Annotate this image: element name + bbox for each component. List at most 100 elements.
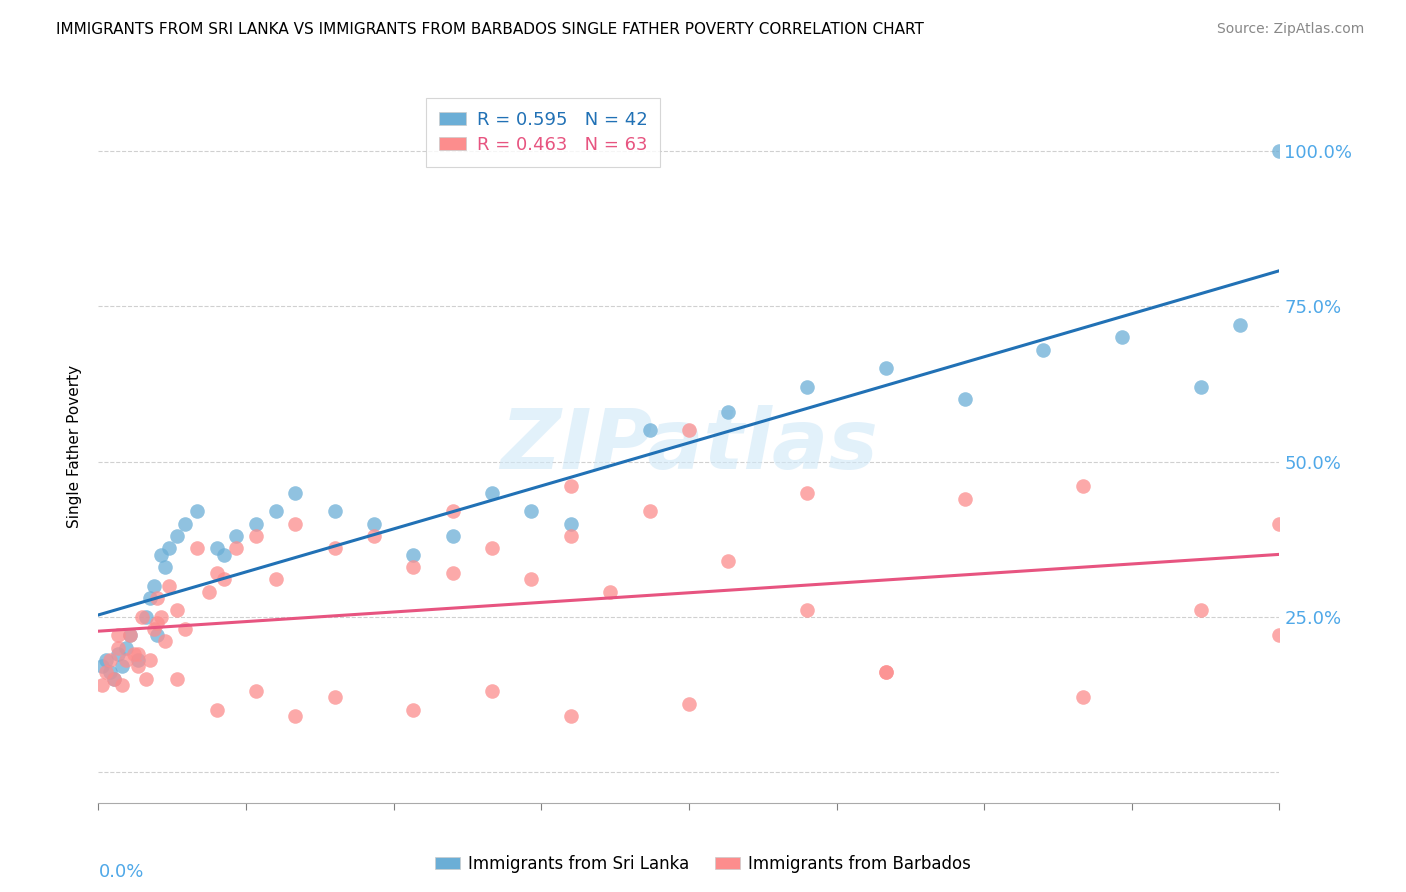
Point	[166, 529, 188, 543]
Point	[142, 622, 165, 636]
Point	[146, 591, 169, 605]
Point	[214, 573, 236, 587]
Point	[174, 516, 197, 531]
Point	[111, 678, 134, 692]
Point	[441, 504, 464, 518]
Point	[717, 554, 740, 568]
Point	[150, 548, 173, 562]
Point	[481, 485, 503, 500]
Point	[225, 541, 247, 556]
Point	[98, 665, 121, 680]
Point	[678, 424, 700, 438]
Point	[796, 603, 818, 617]
Point	[138, 591, 160, 605]
Point	[157, 579, 180, 593]
Point	[1071, 479, 1094, 493]
Point	[205, 566, 228, 581]
Point	[127, 647, 149, 661]
Point	[363, 529, 385, 543]
Point	[560, 516, 582, 531]
Point	[284, 709, 307, 723]
Point	[402, 703, 425, 717]
Point	[323, 504, 346, 518]
Point	[157, 541, 180, 556]
Point	[225, 529, 247, 543]
Point	[481, 684, 503, 698]
Point	[127, 653, 149, 667]
Point	[174, 622, 197, 636]
Point	[264, 504, 287, 518]
Point	[796, 485, 818, 500]
Point	[214, 548, 236, 562]
Point	[264, 573, 287, 587]
Point	[127, 659, 149, 673]
Point	[96, 653, 118, 667]
Point	[520, 573, 543, 587]
Point	[560, 479, 582, 493]
Point	[245, 684, 267, 698]
Point	[155, 634, 177, 648]
Point	[1189, 603, 1212, 617]
Point	[678, 697, 700, 711]
Point	[138, 653, 160, 667]
Point	[107, 628, 129, 642]
Point	[131, 609, 153, 624]
Point	[245, 529, 267, 543]
Point	[197, 584, 219, 599]
Point	[323, 541, 346, 556]
Point	[91, 659, 114, 673]
Point	[1268, 628, 1291, 642]
Point	[245, 516, 267, 531]
Point	[186, 504, 208, 518]
Y-axis label: Single Father Poverty: Single Father Poverty	[67, 365, 83, 527]
Text: 0.0%: 0.0%	[98, 863, 143, 881]
Point	[323, 690, 346, 705]
Point	[1071, 690, 1094, 705]
Point	[135, 609, 157, 624]
Point	[875, 665, 897, 680]
Point	[284, 516, 307, 531]
Point	[111, 659, 134, 673]
Point	[166, 672, 188, 686]
Point	[96, 665, 118, 680]
Point	[560, 709, 582, 723]
Point	[135, 672, 157, 686]
Point	[205, 703, 228, 717]
Point	[875, 665, 897, 680]
Point	[953, 491, 976, 506]
Point	[155, 560, 177, 574]
Point	[107, 640, 129, 655]
Point	[638, 424, 661, 438]
Point	[1268, 516, 1291, 531]
Point	[953, 392, 976, 407]
Point	[1032, 343, 1054, 357]
Text: Source: ZipAtlas.com: Source: ZipAtlas.com	[1216, 22, 1364, 37]
Point	[441, 529, 464, 543]
Point	[638, 504, 661, 518]
Point	[115, 653, 138, 667]
Point	[166, 603, 188, 617]
Text: IMMIGRANTS FROM SRI LANKA VS IMMIGRANTS FROM BARBADOS SINGLE FATHER POVERTY CORR: IMMIGRANTS FROM SRI LANKA VS IMMIGRANTS …	[56, 22, 924, 37]
Point	[481, 541, 503, 556]
Point	[1268, 145, 1291, 159]
Point	[118, 628, 141, 642]
Legend: R = 0.595   N = 42, R = 0.463   N = 63: R = 0.595 N = 42, R = 0.463 N = 63	[426, 98, 661, 167]
Point	[98, 653, 121, 667]
Point	[186, 541, 208, 556]
Point	[146, 615, 169, 630]
Point	[599, 584, 621, 599]
Point	[402, 560, 425, 574]
Point	[115, 640, 138, 655]
Point	[441, 566, 464, 581]
Point	[1229, 318, 1251, 332]
Point	[875, 361, 897, 376]
Point	[796, 380, 818, 394]
Point	[205, 541, 228, 556]
Point	[142, 579, 165, 593]
Point	[150, 609, 173, 624]
Point	[717, 405, 740, 419]
Point	[363, 516, 385, 531]
Legend: Immigrants from Sri Lanka, Immigrants from Barbados: Immigrants from Sri Lanka, Immigrants fr…	[429, 848, 977, 880]
Point	[402, 548, 425, 562]
Point	[284, 485, 307, 500]
